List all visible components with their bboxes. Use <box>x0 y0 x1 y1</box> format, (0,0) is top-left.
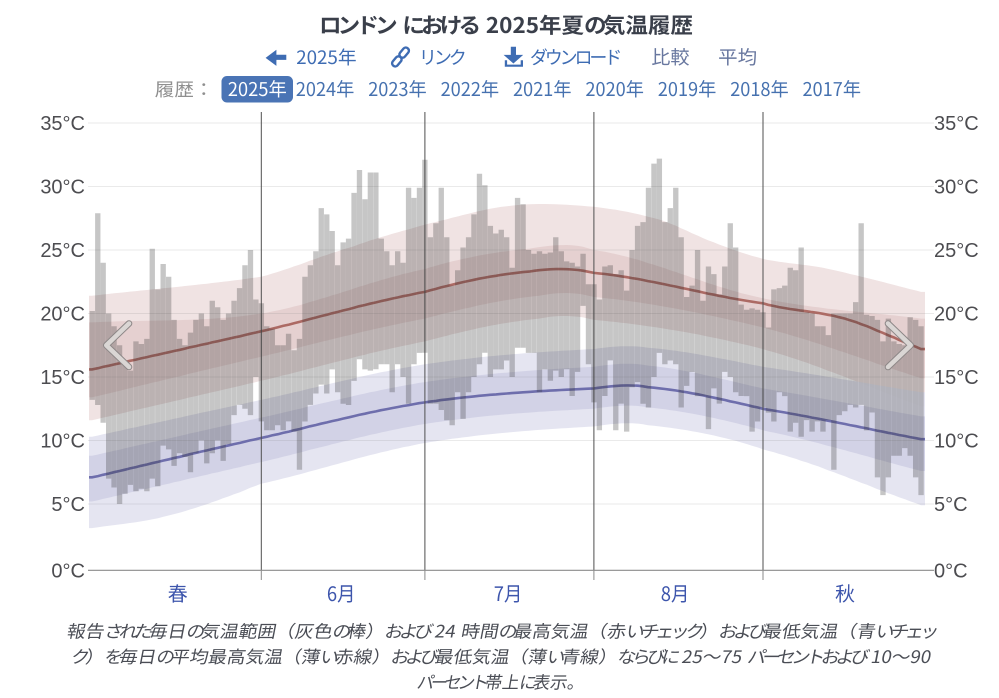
svg-text:15°C: 15°C <box>934 367 979 389</box>
svg-text:35°C: 35°C <box>934 113 979 135</box>
svg-text:25°C: 25°C <box>40 240 85 262</box>
svg-text:20°C: 20°C <box>934 304 979 326</box>
svg-text:0°C: 0°C <box>51 560 85 582</box>
svg-text:10°C: 10°C <box>40 431 85 453</box>
svg-text:5°C: 5°C <box>934 494 968 516</box>
svg-text:25°C: 25°C <box>934 240 979 262</box>
svg-text:30°C: 30°C <box>40 177 85 199</box>
svg-text:20°C: 20°C <box>40 304 85 326</box>
svg-text:5°C: 5°C <box>51 494 85 516</box>
svg-text:30°C: 30°C <box>934 177 979 199</box>
svg-text:35°C: 35°C <box>40 113 85 135</box>
svg-text:15°C: 15°C <box>40 367 85 389</box>
svg-text:0°C: 0°C <box>934 560 968 582</box>
svg-text:10°C: 10°C <box>934 431 979 453</box>
